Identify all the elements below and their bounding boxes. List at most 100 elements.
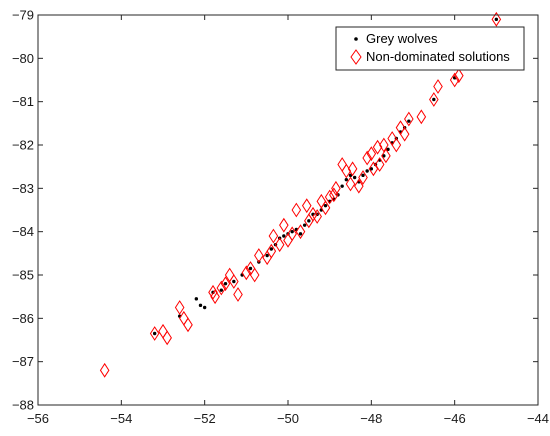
grey-wolf-point-8 xyxy=(232,279,236,284)
non-dominated-point-16 xyxy=(249,267,260,283)
y-tick-label-5: −83 xyxy=(12,181,34,196)
legend-marker-non-dominated xyxy=(350,49,362,65)
x-tick-label-2: −52 xyxy=(194,411,216,426)
grey-wolf-point-10 xyxy=(248,266,253,271)
non-dominated-point-42 xyxy=(362,150,372,166)
non-dominated-point-34 xyxy=(329,187,339,203)
non-dominated-point-52 xyxy=(399,126,410,142)
grey-wolf-point-26 xyxy=(323,203,328,208)
y-tick-label-4: −84 xyxy=(12,224,34,239)
non-dominated-point-0 xyxy=(99,362,110,378)
non-dominated-point-59 xyxy=(491,11,502,27)
non-dominated-point-14 xyxy=(241,265,252,281)
non-dominated-point-55 xyxy=(429,92,439,107)
legend: Grey wolves Non-dominated solutions xyxy=(335,26,525,71)
grey-wolf-point-36 xyxy=(365,169,369,173)
non-dominated-point-32 xyxy=(320,200,331,216)
x-tick-label-0: −56 xyxy=(27,411,49,426)
non-dominated-point-45 xyxy=(372,139,383,155)
tick-layer: −56 −54 −52 −50 −48 −46 −44 −88 −87 −86 −85 −84 −83 −… xyxy=(12,8,549,427)
non-dominated-point-21 xyxy=(274,237,285,253)
non-dominated-point-17 xyxy=(254,248,264,263)
y-tick-label-6: −82 xyxy=(12,138,34,153)
grey-wolf-point-46 xyxy=(407,119,411,123)
grey-wolf-point-37 xyxy=(369,167,374,171)
grey-wolf-point-6 xyxy=(219,288,224,292)
grey-wolf-point-3 xyxy=(198,303,203,308)
non-dominated-point-44 xyxy=(368,161,379,177)
grey-wolf-point-12 xyxy=(265,253,269,258)
non-dominated-point-19 xyxy=(266,243,277,259)
x-tick-label-4: −48 xyxy=(360,411,382,426)
non-dominated-point-56 xyxy=(433,79,443,94)
non-dominated-point-41 xyxy=(358,170,368,185)
non-dominated-point-22 xyxy=(279,217,289,233)
grey-wolf-point-2 xyxy=(194,297,199,301)
grey-wolf-point-16 xyxy=(282,234,286,238)
y-tick-label-7: −81 xyxy=(12,94,34,109)
grey-wolf-point-40 xyxy=(382,154,386,158)
legend-box xyxy=(335,26,525,71)
non-dominated-point-47 xyxy=(379,137,389,153)
non-dominated-point-27 xyxy=(301,198,312,214)
non-dominated-point-36 xyxy=(337,157,347,172)
non-dominated-point-26 xyxy=(295,224,306,240)
non-dominated-point-8 xyxy=(210,289,220,305)
non-dominated-point-57 xyxy=(449,72,460,88)
non-dominated-point-2 xyxy=(158,323,168,339)
grey-wolf-point-33 xyxy=(352,175,357,180)
grey-wolf-point-13 xyxy=(269,247,274,251)
grey-wolf-point-22 xyxy=(307,219,311,223)
non-dominated-point-50 xyxy=(391,137,402,153)
non-dominated-point-24 xyxy=(287,226,297,242)
non-dominated-point-30 xyxy=(312,209,322,224)
non-dominated-point-58 xyxy=(454,68,464,84)
plot-marks xyxy=(99,11,502,378)
grey-wolf-point-7 xyxy=(223,281,228,286)
grey-wolf-point-41 xyxy=(386,147,390,152)
x-tick-label-1: −54 xyxy=(110,411,132,426)
non-dominated-point-4 xyxy=(174,300,185,315)
non-dominated-point-25 xyxy=(291,202,302,218)
non-dominated-point-37 xyxy=(341,163,352,179)
non-dominated-point-13 xyxy=(233,287,243,302)
non-dominated-point-6 xyxy=(183,317,193,333)
non-dominated-point-12 xyxy=(229,274,239,289)
y-tick-label-2: −86 xyxy=(12,311,34,326)
y-tick-label-3: −85 xyxy=(12,268,34,283)
non-dominated-point-39 xyxy=(347,161,358,177)
grey-wolf-point-32 xyxy=(348,173,353,178)
non-dominated-point-35 xyxy=(331,180,341,196)
y-tick-label-8: −80 xyxy=(12,51,34,66)
legend-marker-grey-wolves xyxy=(354,37,358,41)
non-dominated-point-10 xyxy=(220,276,231,292)
non-dominated-point-54 xyxy=(416,109,427,125)
non-dominated-point-20 xyxy=(268,228,279,244)
grey-wolf-point-30 xyxy=(340,184,344,188)
non-dominated-point-18 xyxy=(262,250,272,266)
legend-label-grey-wolves: Grey wolves xyxy=(366,31,438,46)
non-dominated-point-40 xyxy=(354,178,364,194)
non-dominated-point-38 xyxy=(345,176,356,192)
non-dominated-point-46 xyxy=(374,157,385,172)
grey-wolf-point-21 xyxy=(302,223,307,227)
non-dominated-point-48 xyxy=(381,148,391,164)
y-tick-label-0: −88 xyxy=(12,398,34,413)
grey-wolf-point-18 xyxy=(290,229,294,234)
legend-label-non-dominated: Non-dominated solutions xyxy=(366,49,510,64)
x-tick-label-5: −46 xyxy=(444,411,466,426)
non-dominated-point-9 xyxy=(216,280,227,296)
grey-wolf-point-49 xyxy=(494,17,499,22)
non-dominated-point-5 xyxy=(179,310,189,326)
y-tick-label-9: −79 xyxy=(12,8,34,23)
grey-wolf-point-0 xyxy=(152,331,157,336)
grey-wolf-point-47 xyxy=(432,97,436,102)
non-dominated-point-43 xyxy=(366,146,377,162)
grey-wolf-point-31 xyxy=(344,177,349,182)
grey-wolf-point-20 xyxy=(298,232,303,236)
x-tick-label-3: −50 xyxy=(277,411,299,426)
non-dominated-point-53 xyxy=(404,111,414,127)
non-dominated-point-1 xyxy=(149,326,160,341)
x-tick-label-6: −44 xyxy=(527,411,549,426)
non-dominated-point-7 xyxy=(208,284,218,300)
